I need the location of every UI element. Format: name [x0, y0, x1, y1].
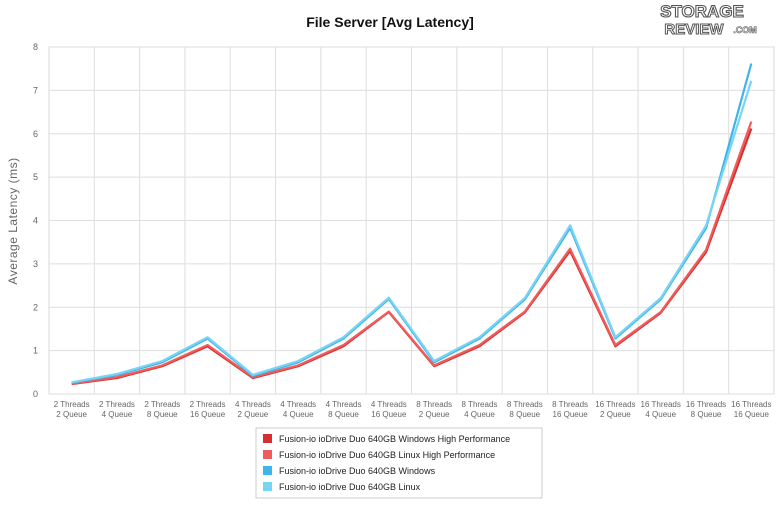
- y-tick-label: 3: [33, 259, 38, 269]
- x-tick-label: 4 Threads: [280, 400, 316, 409]
- y-tick-label: 7: [33, 85, 38, 95]
- legend-label: Fusion-io ioDrive Duo 640GB Windows High…: [279, 434, 510, 444]
- x-tick-label: 16 Queue: [734, 410, 770, 419]
- chart-title: File Server [Avg Latency]: [306, 14, 474, 30]
- x-tick-label: 2 Threads: [54, 400, 90, 409]
- legend-swatch: [263, 466, 272, 475]
- legend-label: Fusion-io ioDrive Duo 640GB Linux High P…: [279, 450, 495, 460]
- x-tick-label: 4 Queue: [283, 410, 314, 419]
- logo-line-2: REVIEW: [664, 21, 724, 38]
- x-tick-label: 16 Queue: [553, 410, 589, 419]
- legend: Fusion-io ioDrive Duo 640GB Windows High…: [255, 427, 543, 499]
- logo-line-3: .COM: [733, 25, 757, 35]
- x-tick-label: 8 Queue: [147, 410, 178, 419]
- legend-label: Fusion-io ioDrive Duo 640GB Linux: [279, 482, 421, 492]
- x-tick-label: 16 Queue: [371, 410, 407, 419]
- storagereview-logo: STORAGE REVIEW .COM: [660, 1, 757, 38]
- y-tick-label: 2: [33, 302, 38, 312]
- x-tick-label: 2 Threads: [99, 400, 135, 409]
- x-tick-label: 4 Threads: [235, 400, 271, 409]
- x-tick-label: 2 Queue: [56, 410, 87, 419]
- y-tick-label: 1: [33, 346, 38, 356]
- y-tick-label: 4: [33, 216, 38, 226]
- x-tick-label: 2 Queue: [419, 410, 450, 419]
- x-tick-label: 4 Queue: [102, 410, 133, 419]
- y-tick-label: 6: [33, 129, 38, 139]
- y-axis-label: Average Latency (ms): [6, 157, 20, 284]
- grid: [49, 46, 774, 395]
- x-tick-label: 8 Queue: [328, 410, 359, 419]
- x-tick-label: 2 Queue: [600, 410, 631, 419]
- x-tick-label: 8 Threads: [552, 400, 588, 409]
- series-lines: [71, 63, 753, 386]
- x-tick-label: 2 Queue: [238, 410, 269, 419]
- logo-line-1: STORAGE: [660, 2, 744, 21]
- x-tick-label: 16 Queue: [190, 410, 226, 419]
- x-tick-label: 8 Threads: [462, 400, 498, 409]
- x-tick-label: 8 Queue: [691, 410, 722, 419]
- series-line-1: [71, 121, 753, 385]
- x-tick-label: 16 Threads: [595, 400, 635, 409]
- series-line-3: [71, 80, 753, 384]
- x-tick-label: 4 Queue: [645, 410, 676, 419]
- x-tick-label: 16 Threads: [731, 400, 771, 409]
- x-tick-label: 16 Threads: [641, 400, 681, 409]
- x-tick-label: 8 Threads: [416, 400, 452, 409]
- x-tick-label: 16 Threads: [686, 400, 726, 409]
- legend-box: [255, 427, 543, 499]
- x-tick-label: 4 Queue: [464, 410, 495, 419]
- legend-label: Fusion-io ioDrive Duo 640GB Windows: [279, 466, 436, 476]
- y-tick-label: 5: [33, 172, 38, 182]
- x-tick-label: 4 Threads: [371, 400, 407, 409]
- x-tick-label: 4 Threads: [326, 400, 362, 409]
- legend-swatch: [263, 482, 272, 491]
- y-tick-label: 8: [33, 42, 38, 52]
- y-tick-label: 0: [33, 389, 38, 399]
- legend-swatch: [263, 434, 272, 443]
- x-tick-label: 8 Queue: [509, 410, 540, 419]
- x-tick-label: 2 Threads: [144, 400, 180, 409]
- x-tick-label: 8 Threads: [507, 400, 543, 409]
- y-axis-ticks: 0 1 2 3 4 5 6 7 8: [33, 42, 38, 399]
- legend-swatch: [263, 450, 272, 459]
- x-tick-label: 2 Threads: [190, 400, 226, 409]
